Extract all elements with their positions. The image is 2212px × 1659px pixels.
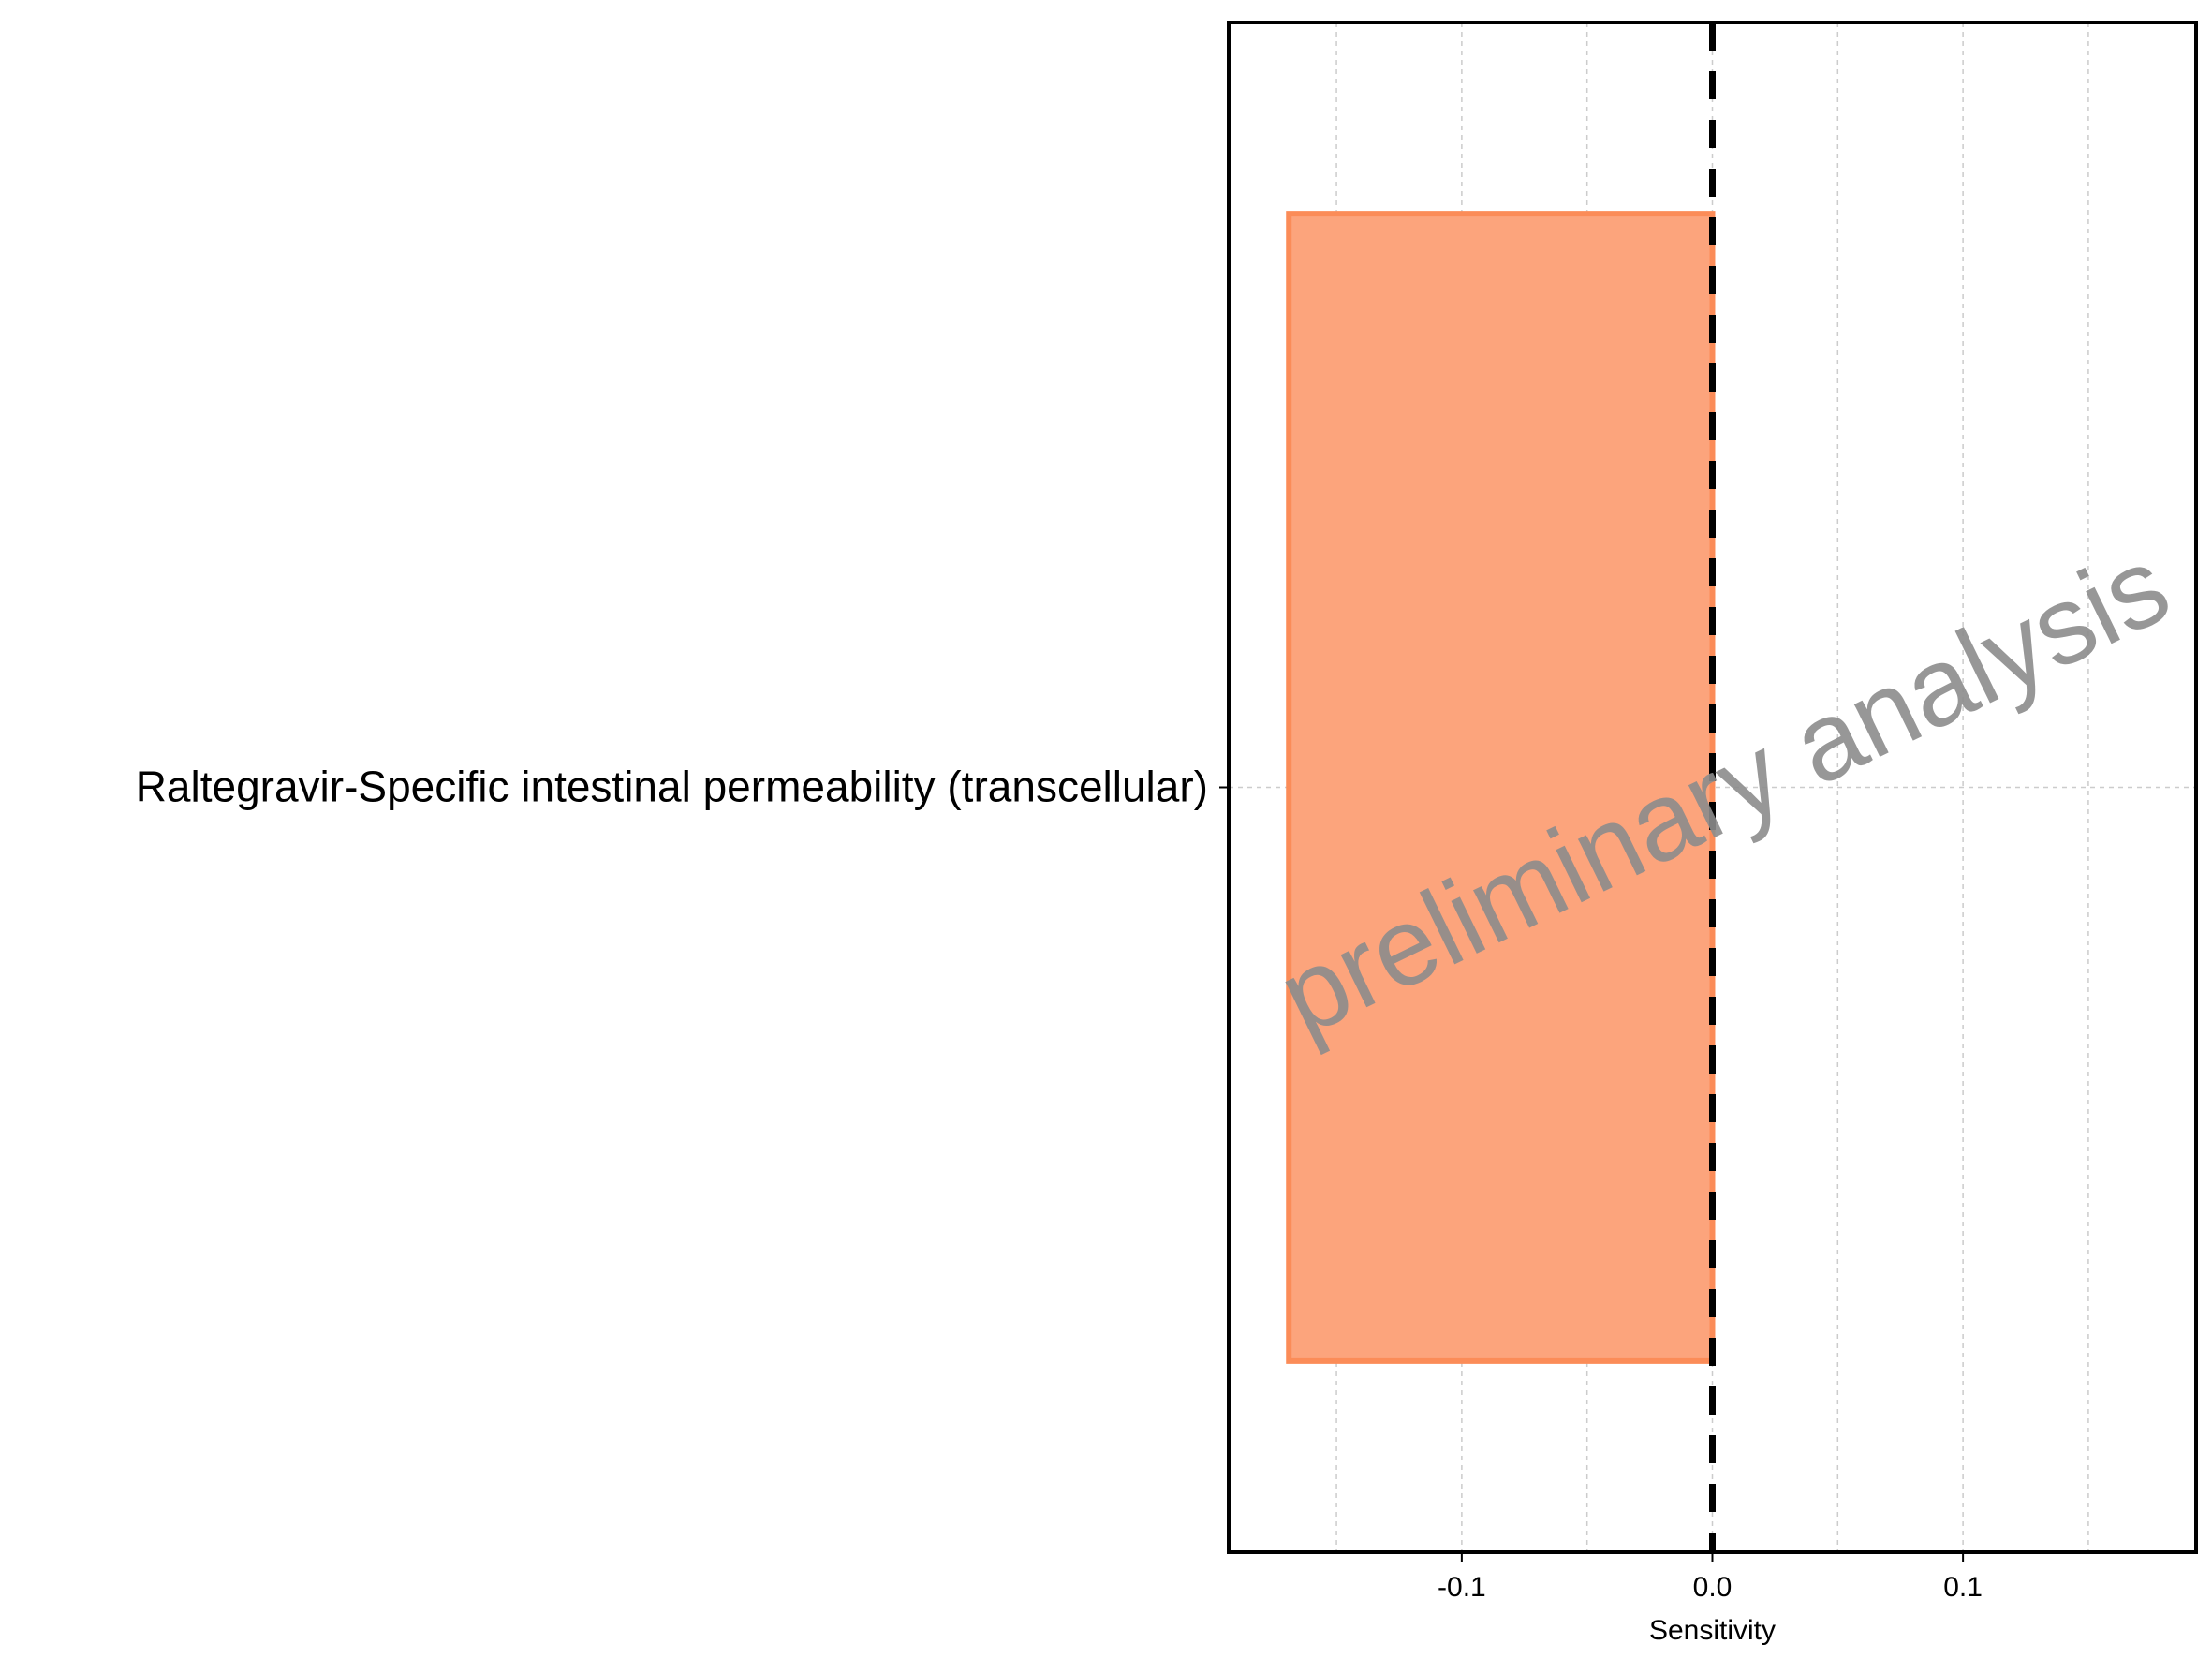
y-axis: Raltegravir-Specific intestinal permeabi… (136, 763, 1229, 811)
y-category-label: Raltegravir-Specific intestinal permeabi… (136, 763, 1208, 811)
bars (1286, 211, 1716, 1364)
x-tick-label: 0.0 (1693, 1572, 1733, 1603)
x-tick-label: 0.1 (1943, 1572, 1983, 1603)
sensitivity-bar (1286, 211, 1716, 1364)
x-axis: -0.1 0.0 0.1 (1438, 1552, 1983, 1603)
x-axis-label: Sensitivity (1649, 1615, 1776, 1646)
x-tick-label: -0.1 (1438, 1572, 1486, 1603)
